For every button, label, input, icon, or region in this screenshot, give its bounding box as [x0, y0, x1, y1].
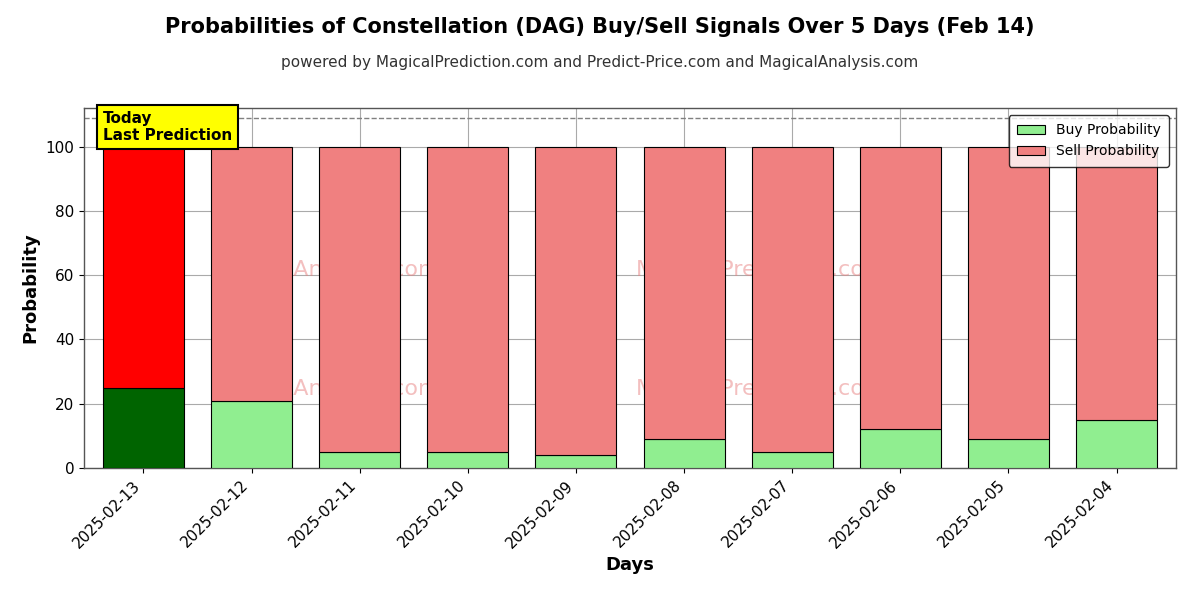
- Bar: [211, 401, 292, 468]
- Bar: [859, 146, 941, 430]
- Y-axis label: Probability: Probability: [22, 233, 40, 343]
- Bar: [427, 146, 509, 452]
- Bar: [427, 452, 509, 468]
- Bar: [319, 146, 401, 452]
- Legend: Buy Probability, Sell Probability: Buy Probability, Sell Probability: [1009, 115, 1169, 167]
- X-axis label: Days: Days: [606, 556, 654, 574]
- Bar: [103, 388, 184, 468]
- Bar: [643, 439, 725, 468]
- Text: powered by MagicalPrediction.com and Predict-Price.com and MagicalAnalysis.com: powered by MagicalPrediction.com and Pre…: [281, 55, 919, 70]
- Bar: [1076, 146, 1157, 420]
- Bar: [535, 455, 617, 468]
- Bar: [643, 146, 725, 439]
- Bar: [319, 452, 401, 468]
- Bar: [859, 430, 941, 468]
- Text: Today
Last Prediction: Today Last Prediction: [103, 111, 232, 143]
- Bar: [211, 146, 292, 401]
- Text: Probabilities of Constellation (DAG) Buy/Sell Signals Over 5 Days (Feb 14): Probabilities of Constellation (DAG) Buy…: [166, 17, 1034, 37]
- Bar: [968, 146, 1049, 439]
- Text: MagicalPrediction.com: MagicalPrediction.com: [636, 379, 887, 399]
- Bar: [103, 146, 184, 388]
- Text: MagicalAnalysis.com: MagicalAnalysis.com: [209, 260, 440, 280]
- Bar: [968, 439, 1049, 468]
- Bar: [535, 146, 617, 455]
- Text: MagicalPrediction.com: MagicalPrediction.com: [636, 260, 887, 280]
- Bar: [1076, 420, 1157, 468]
- Bar: [751, 146, 833, 452]
- Text: MagicalAnalysis.com: MagicalAnalysis.com: [209, 379, 440, 399]
- Bar: [751, 452, 833, 468]
